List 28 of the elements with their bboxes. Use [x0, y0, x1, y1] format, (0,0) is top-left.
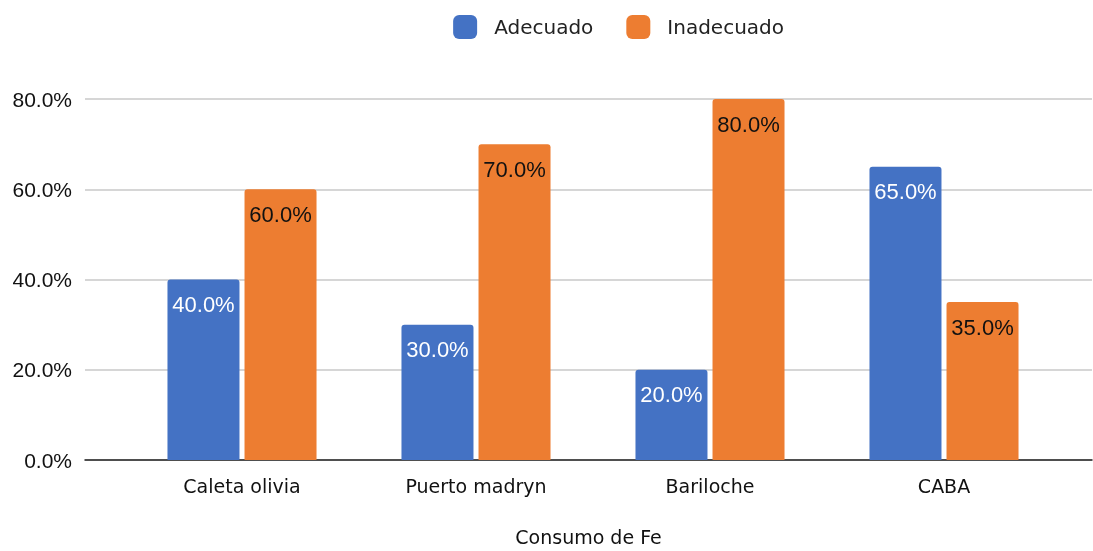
- x-tick-label: Puerto madryn: [405, 474, 547, 497]
- x-tick-label: Caleta olivia: [183, 474, 301, 497]
- bar: [712, 99, 785, 460]
- x-tick-label: Bariloche: [665, 474, 755, 497]
- data-label: 65.0%: [874, 179, 937, 205]
- data-label: 30.0%: [406, 337, 469, 363]
- data-label: 40.0%: [172, 292, 235, 317]
- legend-label: Inadecuado: [667, 15, 785, 39]
- y-tick-label: 60.0%: [12, 177, 72, 201]
- x-tick-label: CABA: [917, 474, 971, 497]
- y-tick-label: 0.0%: [24, 448, 72, 472]
- bar: [401, 324, 474, 460]
- bar: [635, 369, 708, 460]
- data-label: 70.0%: [483, 156, 546, 182]
- data-label: 20.0%: [640, 382, 703, 408]
- bar: [244, 189, 317, 460]
- y-tick-label: 80.0%: [12, 87, 72, 111]
- bar: [869, 166, 942, 460]
- bar: [167, 279, 240, 460]
- y-tick-label: 20.0%: [12, 358, 72, 382]
- y-tick-label: 40.0%: [12, 268, 72, 291]
- data-label: 60.0%: [249, 201, 312, 227]
- x-axis-title: Consumo de Fe: [515, 525, 662, 548]
- data-label: 35.0%: [951, 314, 1014, 340]
- data-label: 80.0%: [717, 111, 780, 137]
- legend-label: Adecuado: [494, 15, 594, 39]
- bar: [478, 144, 551, 460]
- bar: [946, 302, 1019, 460]
